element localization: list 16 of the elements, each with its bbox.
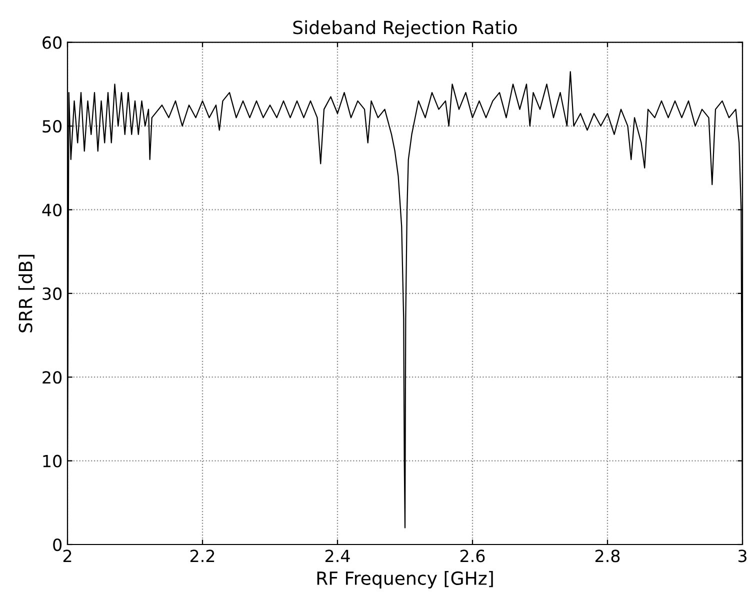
x-tick-label: 2.4	[325, 550, 350, 562]
y-axis-title: SRR [dB]	[18, 254, 34, 332]
y-tick-label: 30	[42, 287, 62, 300]
y-tick-label: 60	[42, 36, 62, 49]
x-tick-label: 3	[738, 550, 746, 562]
x-axis-title: RF Frequency [GHz]	[317, 571, 493, 589]
x-tick-label: 2.6	[460, 550, 485, 562]
y-tick-label: 40	[42, 204, 62, 216]
y-tick-label: 0	[53, 538, 62, 552]
x-tick-label: 2.2	[190, 550, 214, 562]
chart-title: Sideband Rejection Ratio	[293, 20, 517, 38]
x-tick-label: 2.8	[595, 550, 620, 562]
x-tick-label: 2	[63, 550, 72, 562]
y-tick-label: 50	[42, 120, 62, 133]
y-tick-label: 20	[42, 371, 62, 384]
y-tick-label: 10	[43, 454, 62, 468]
